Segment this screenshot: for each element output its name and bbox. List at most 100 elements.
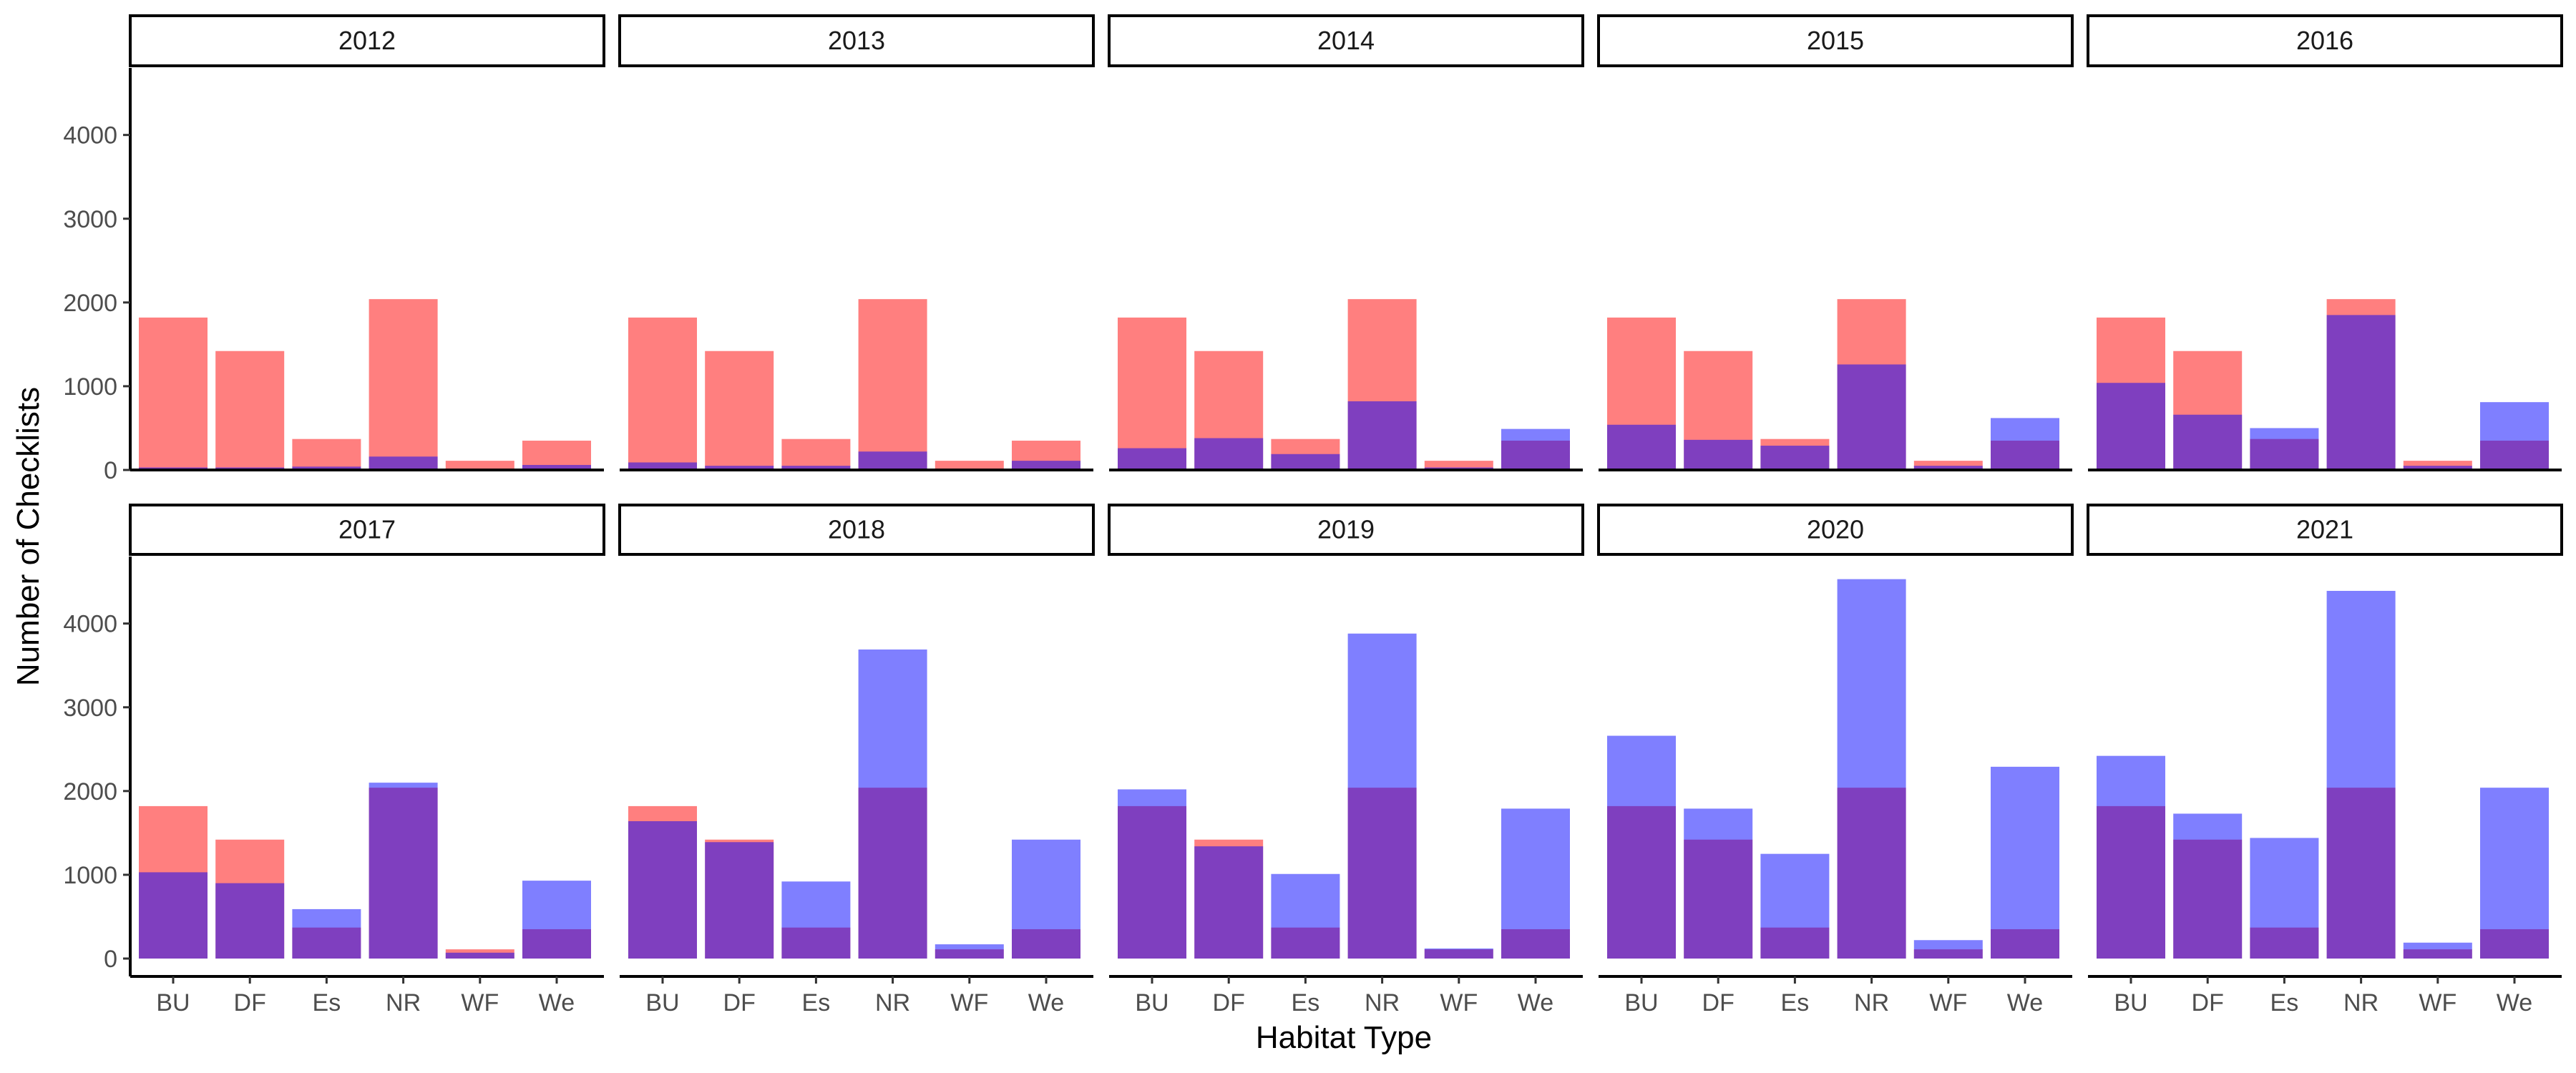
bar-blue-DF (215, 883, 285, 959)
bar-red-DF (705, 351, 774, 470)
bar-blue-Es (2250, 428, 2319, 470)
x-tick-label: BU (1135, 989, 1169, 1016)
facet-panel-2015: 2015 (1597, 14, 2074, 471)
facet-strip-label: 2018 (828, 515, 885, 544)
x-tick-label: NR (386, 989, 421, 1016)
bar-blue-Es (1760, 853, 1830, 959)
x-tick-label: DF (1702, 989, 1735, 1016)
y-axis-title: Number of Checklists (11, 387, 46, 686)
facet-strip (618, 504, 1095, 556)
facet-strip-label: 2016 (2296, 26, 2353, 55)
bar-red-BU (139, 317, 208, 470)
y-tick-label: 4000 (63, 611, 117, 638)
bar-blue-Es (781, 881, 851, 959)
bar-blue-BU (1607, 424, 1676, 470)
y-tick-label: 2000 (63, 290, 117, 317)
bar-blue-BU (2097, 383, 2165, 470)
bar-blue-BU (2097, 755, 2165, 959)
bar-blue-Es (292, 466, 361, 470)
facet-panel-2016: 2016 (2087, 14, 2563, 471)
facet-strip (2087, 504, 2563, 556)
facet-strip (2087, 14, 2563, 67)
x-tick-label: Es (802, 989, 831, 1016)
facet-panel-2018: 2018 BU DF Es NR WF We (618, 504, 1095, 1016)
x-tick-label: WF (1440, 989, 1478, 1016)
bar-blue-NR (369, 456, 438, 470)
bar-blue-WF (445, 952, 514, 959)
facet-panels: 2012 0 1000 2000 3000 4000 2013 2014 2015 2016 201… (63, 14, 2563, 1016)
x-axis-title: Habitat Type (1256, 1020, 1432, 1055)
x-tick-label: Es (2270, 989, 2299, 1016)
x-tick-label: Es (1781, 989, 1810, 1016)
bar-blue-Es (1760, 446, 1830, 470)
x-tick-label: BU (645, 989, 679, 1016)
x-tick-label: DF (1213, 989, 1245, 1016)
x-tick-label: We (1518, 989, 1553, 1016)
facet-strip (618, 14, 1095, 67)
y-tick-label: 3000 (63, 695, 117, 722)
facet-strip (1108, 504, 1584, 556)
x-tick-label: DF (2192, 989, 2224, 1016)
bar-blue-DF (1684, 439, 1753, 470)
bar-blue-WF (1913, 940, 1983, 959)
bar-blue-We (1012, 461, 1080, 470)
bar-blue-Es (1271, 454, 1340, 470)
bar-blue-NR (858, 451, 927, 470)
x-tick-label: We (2007, 989, 2043, 1016)
bar-red-WF (445, 461, 514, 470)
x-tick-label: WF (461, 989, 499, 1016)
bar-blue-NR (2326, 591, 2396, 959)
x-tick-label: Es (1292, 989, 1320, 1016)
bar-blue-NR (369, 783, 438, 959)
bar-blue-DF (1194, 438, 1264, 470)
bar-blue-DF (2173, 813, 2243, 959)
x-tick-label: We (1028, 989, 1064, 1016)
x-tick-label: NR (1365, 989, 1400, 1016)
facet-strip-label: 2021 (2296, 515, 2353, 544)
facet-panel-2013: 2013 (618, 14, 1095, 471)
bar-blue-DF (705, 842, 774, 959)
bar-blue-NR (1347, 401, 1417, 470)
bar-blue-We (522, 881, 591, 959)
facet-panel-2017: 2017 0 1000 2000 3000 4000 BU DF Es NR WF We (63, 504, 605, 1016)
bar-blue-We (2480, 402, 2549, 470)
x-tick-label: NR (875, 989, 910, 1016)
x-tick-label: WF (1929, 989, 1967, 1016)
bar-blue-NR (2326, 315, 2396, 470)
x-tick-label: WF (950, 989, 988, 1016)
bar-blue-We (1501, 808, 1570, 959)
facet-strip (1597, 14, 2074, 67)
bar-blue-WF (2403, 466, 2472, 470)
y-tick-label: 1000 (63, 373, 117, 401)
bar-blue-WF (2403, 942, 2472, 959)
bar-blue-DF (1194, 846, 1264, 959)
bar-blue-DF (1684, 808, 1753, 959)
bar-blue-DF (2173, 414, 2243, 470)
facet-strip (129, 504, 605, 556)
x-tick-label: We (539, 989, 575, 1016)
bar-red-BU (1118, 317, 1186, 470)
x-tick-label: WF (2419, 989, 2457, 1016)
facet-strip (1597, 504, 2074, 556)
x-tick-label: NR (1854, 989, 1889, 1016)
bar-blue-WF (1913, 466, 1983, 470)
facet-panel-2020: 2020 BU DF Es NR WF We (1597, 504, 2074, 1016)
bar-red-Es (781, 438, 851, 470)
bar-blue-We (2480, 788, 2549, 959)
bar-red-NR (369, 299, 438, 470)
bar-blue-Es (781, 466, 851, 470)
bar-blue-Es (1271, 873, 1340, 959)
bar-blue-BU (1607, 735, 1676, 959)
bar-blue-NR (1837, 579, 1906, 959)
bar-blue-We (1501, 428, 1570, 470)
x-tick-label: DF (234, 989, 266, 1016)
facet-strip-label: 2014 (1317, 26, 1375, 55)
x-tick-label: BU (1624, 989, 1658, 1016)
facet-panel-2014: 2014 (1108, 14, 1584, 471)
x-tick-label: BU (156, 989, 190, 1016)
x-tick-label: BU (2114, 989, 2147, 1016)
facet-strip-label: 2015 (1807, 26, 1864, 55)
y-tick-label: 0 (104, 946, 117, 973)
x-tick-label: We (2497, 989, 2532, 1016)
